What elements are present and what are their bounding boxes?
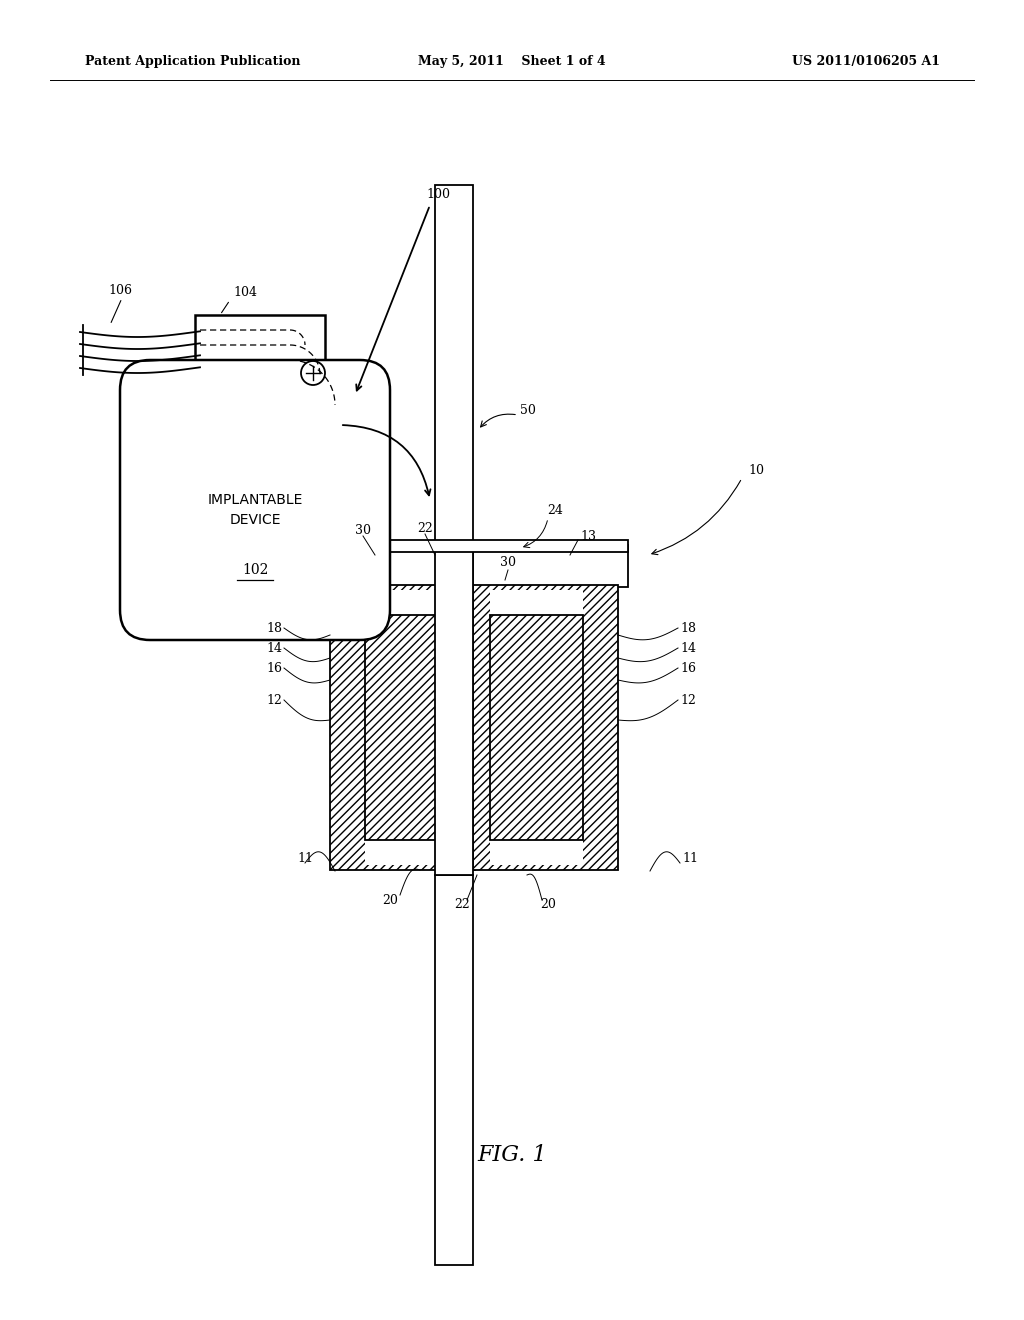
Text: 22: 22 — [454, 899, 470, 912]
Bar — [490, 590, 583, 865]
Bar — [490, 615, 583, 840]
Text: 20: 20 — [540, 899, 556, 912]
Bar — [195, 315, 325, 385]
Text: Patent Application Publication: Patent Application Publication — [85, 55, 300, 69]
Bar — [319, 540, 628, 552]
Text: 50: 50 — [520, 404, 536, 417]
Bar — [473, 545, 628, 587]
Text: US 2011/0106205 A1: US 2011/0106205 A1 — [792, 55, 940, 69]
Bar — [365, 615, 458, 840]
Text: 16: 16 — [266, 661, 282, 675]
Bar — [319, 545, 475, 587]
Text: 18: 18 — [680, 622, 696, 635]
Bar — [330, 585, 475, 870]
Bar — [435, 875, 473, 1265]
Text: 104: 104 — [233, 286, 257, 300]
Text: 24: 24 — [547, 503, 563, 516]
Text: 14: 14 — [266, 642, 282, 655]
Text: 30: 30 — [355, 524, 371, 536]
Text: 12: 12 — [266, 693, 282, 706]
Text: 22: 22 — [417, 521, 433, 535]
Text: 11: 11 — [297, 851, 313, 865]
Text: 11: 11 — [682, 851, 698, 865]
Bar — [473, 585, 618, 870]
Text: 20: 20 — [382, 894, 398, 907]
Text: 100: 100 — [426, 189, 450, 202]
Text: DEVICE: DEVICE — [229, 513, 281, 527]
Text: 16: 16 — [680, 661, 696, 675]
Text: 14: 14 — [680, 642, 696, 655]
Bar — [365, 590, 458, 865]
Bar — [435, 545, 473, 875]
Bar — [370, 615, 463, 850]
FancyBboxPatch shape — [120, 360, 390, 640]
Text: 102: 102 — [242, 564, 268, 577]
Text: 10: 10 — [748, 463, 764, 477]
Text: 106: 106 — [108, 284, 132, 297]
Text: May 5, 2011    Sheet 1 of 4: May 5, 2011 Sheet 1 of 4 — [418, 55, 606, 69]
Text: 12: 12 — [680, 693, 696, 706]
Text: 18: 18 — [266, 622, 282, 635]
Text: FIG. 1: FIG. 1 — [477, 1144, 547, 1166]
Text: 13: 13 — [580, 531, 596, 544]
Text: 30: 30 — [500, 557, 516, 569]
Bar — [435, 185, 473, 545]
Text: IMPLANTABLE: IMPLANTABLE — [207, 492, 303, 507]
